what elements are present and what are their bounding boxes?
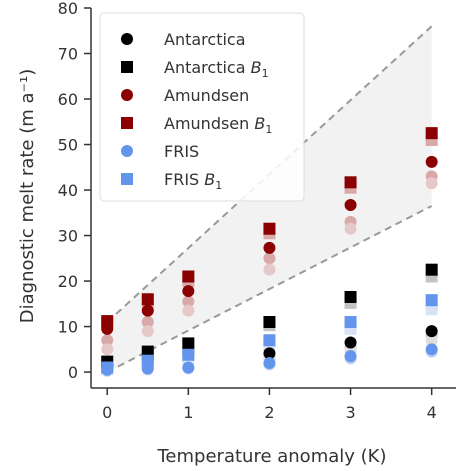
x-tick-label: 2 xyxy=(264,403,274,422)
data-point-series1-3 xyxy=(263,316,276,329)
faded-point-s5-1-5 xyxy=(425,303,438,316)
envelope-lower-line xyxy=(106,205,433,373)
faded-point-s2-1-1 xyxy=(141,325,154,338)
faded-point-s2-0-2 xyxy=(182,295,195,308)
data-point-series4-4 xyxy=(344,350,357,363)
faded-point-s2-1-0 xyxy=(101,343,114,356)
x-tick-label: 1 xyxy=(183,403,193,422)
legend-marker-0 xyxy=(121,33,133,45)
data-point-series2-3 xyxy=(263,241,276,254)
data-point-series5-0 xyxy=(101,361,114,374)
y-tick-label: 30 xyxy=(58,227,78,246)
legend-box xyxy=(99,12,305,202)
data-point-series5-1 xyxy=(141,354,154,367)
legend-label-4: FRIS xyxy=(164,142,199,161)
faded-point-s2-1-5 xyxy=(425,177,438,190)
y-axis-label: Diagnostic melt rate (m a⁻¹) xyxy=(17,69,38,324)
faded-point-s2-1-3 xyxy=(263,263,276,276)
faded-point-s2-1-4 xyxy=(344,222,357,235)
x-tick-label: 4 xyxy=(427,403,437,422)
legend-marker-5 xyxy=(121,173,133,185)
data-point-series1-5 xyxy=(425,263,438,276)
data-point-series1-2 xyxy=(182,337,195,350)
y-tick-label: 0 xyxy=(68,363,78,382)
data-point-series3-1 xyxy=(141,293,154,306)
data-point-series3-4 xyxy=(344,176,357,189)
data-point-series5-4 xyxy=(344,316,357,329)
faded-point-s2-0-1 xyxy=(141,316,154,329)
data-point-series5-3 xyxy=(263,334,276,347)
legend-marker-4 xyxy=(121,145,133,157)
faded-point-s2-0-3 xyxy=(263,252,276,265)
x-tick-label: 0 xyxy=(102,403,112,422)
legend-marker-1 xyxy=(121,61,133,73)
data-point-series2-4 xyxy=(344,199,357,212)
data-point-series5-5 xyxy=(425,294,438,307)
data-point-series1-4 xyxy=(344,290,357,303)
x-axis-label: Temperature anomaly (K) xyxy=(157,446,387,467)
legend-label-2: Amundsen xyxy=(164,86,249,105)
legend-marker-2 xyxy=(121,89,133,101)
y-tick-label: 80 xyxy=(58,0,78,18)
faded-point-s2-1-2 xyxy=(182,304,195,317)
legend-label-5: FRIS B1 xyxy=(164,170,222,192)
x-tick-label: 3 xyxy=(345,403,355,422)
data-point-series4-3 xyxy=(263,356,276,369)
data-point-series2-1 xyxy=(141,304,154,317)
y-tick-label: 20 xyxy=(58,272,78,291)
y-tick-label: 70 xyxy=(58,45,78,64)
legend-label-1: Antarctica B1 xyxy=(164,58,269,80)
data-point-series3-2 xyxy=(182,270,195,283)
faded-point-s0-1-5 xyxy=(425,334,438,347)
data-point-series3-0 xyxy=(101,315,114,328)
data-point-series4-5 xyxy=(425,343,438,356)
data-point-series2-2 xyxy=(182,285,195,298)
data-point-series0-3 xyxy=(263,347,276,360)
legend-label-3: Amundsen B1 xyxy=(164,114,272,136)
data-point-series0-4 xyxy=(344,336,357,349)
data-point-series0-5 xyxy=(425,325,438,338)
data-point-series4-2 xyxy=(182,361,195,374)
y-tick-label: 50 xyxy=(58,136,78,155)
data-point-series3-5 xyxy=(425,127,438,140)
legend-marker-3 xyxy=(121,117,133,129)
y-tick-label: 40 xyxy=(58,181,78,200)
data-point-series5-2 xyxy=(182,348,195,361)
y-tick-label: 60 xyxy=(58,90,78,109)
faded-point-s2-0-0 xyxy=(101,334,114,347)
data-point-series1-1 xyxy=(141,345,154,358)
data-point-series3-3 xyxy=(263,222,276,235)
legend-label-0: Antarctica xyxy=(164,30,246,49)
data-point-series2-5 xyxy=(425,155,438,168)
y-tick-label: 10 xyxy=(58,318,78,337)
